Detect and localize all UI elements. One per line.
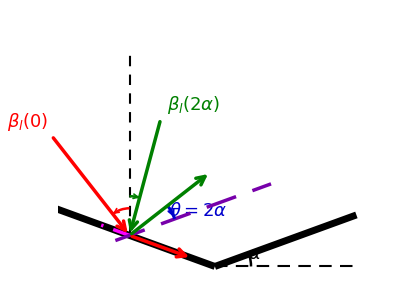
Text: $\beta_l(2\alpha)$: $\beta_l(2\alpha)$ — [167, 94, 220, 116]
Text: $\theta=2\alpha$: $\theta=2\alpha$ — [169, 202, 227, 220]
Text: $\alpha$: $\alpha$ — [248, 245, 262, 264]
Text: $\beta_l(0)$: $\beta_l(0)$ — [7, 111, 48, 133]
